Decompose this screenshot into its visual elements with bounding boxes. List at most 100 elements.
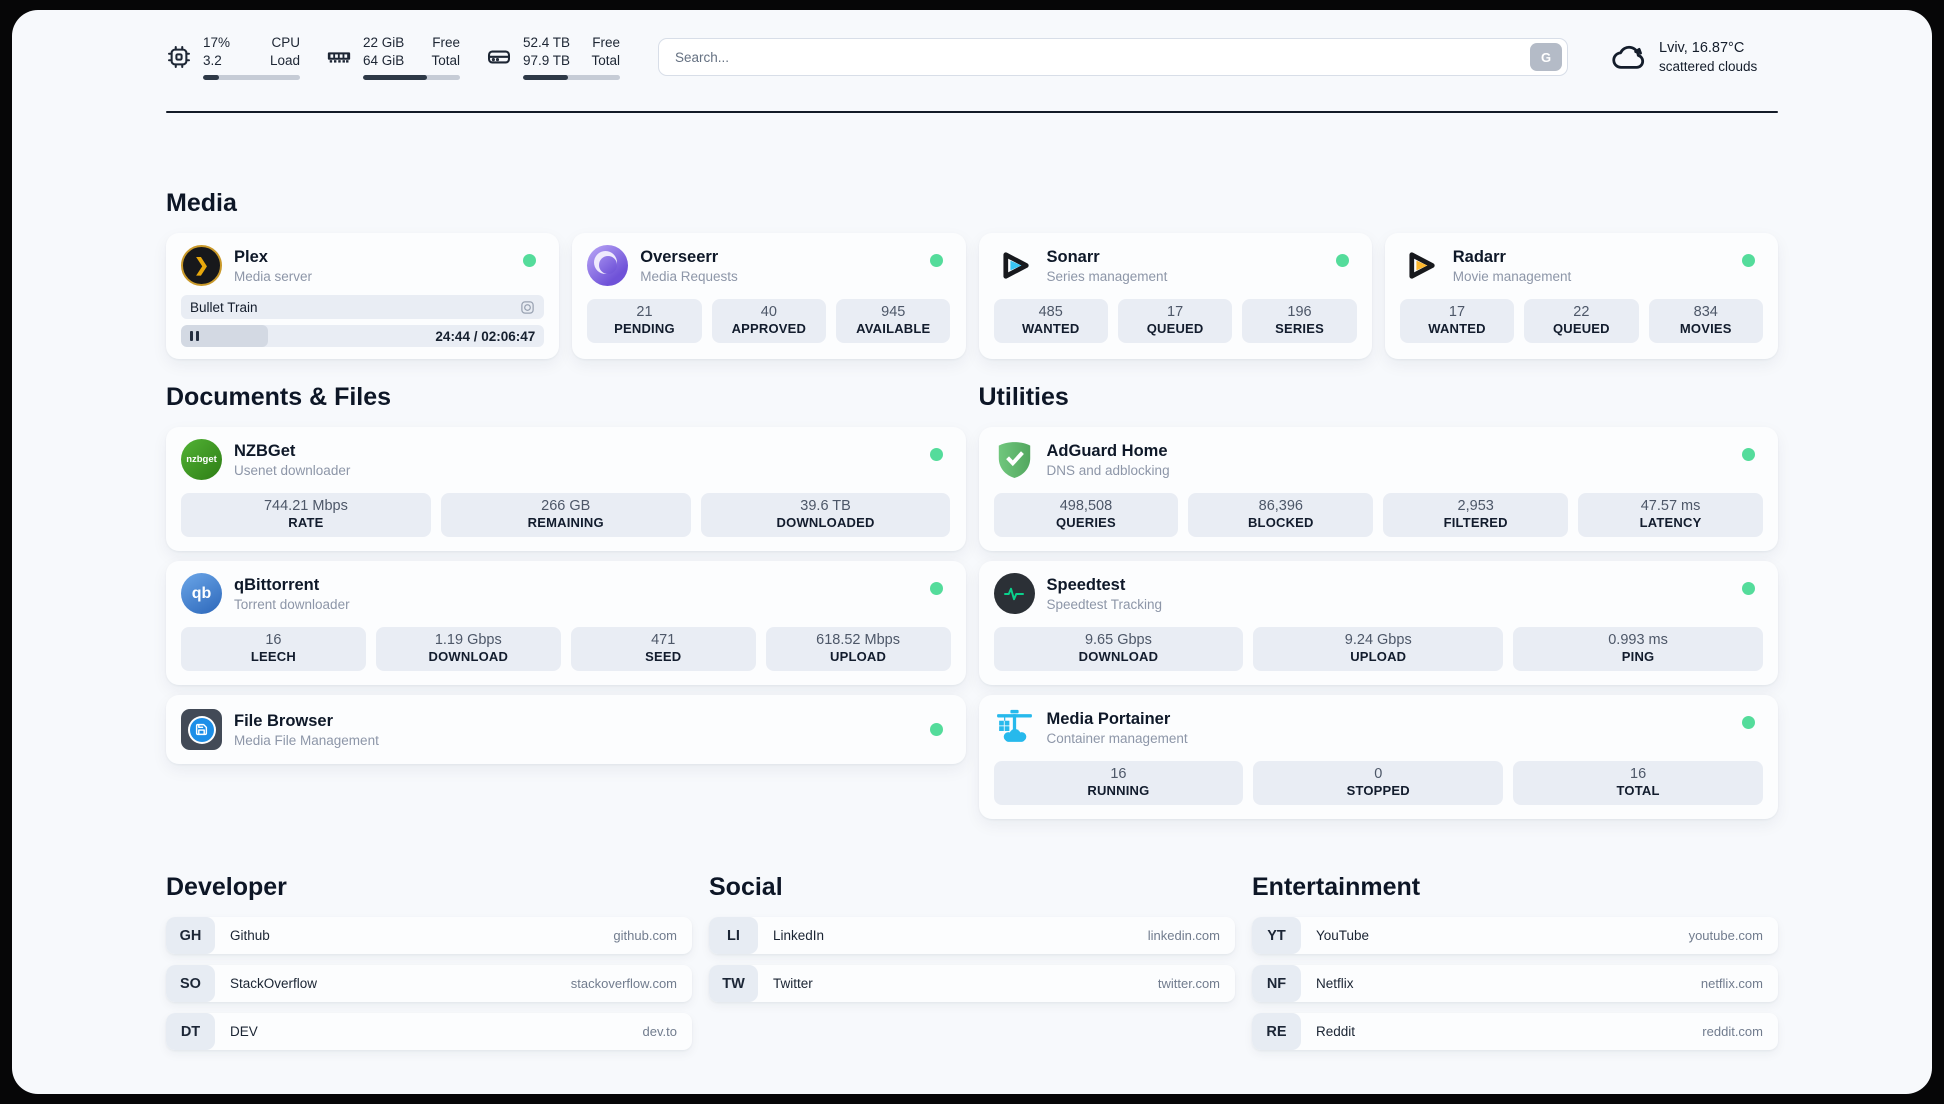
bookmark-dev[interactable]: DT DEV dev.to bbox=[166, 1013, 692, 1050]
bookmark-netflix[interactable]: NF Netflix netflix.com bbox=[1252, 965, 1778, 1002]
section-title-entertainment: Entertainment bbox=[1252, 873, 1421, 901]
search-engine-button[interactable]: G bbox=[1530, 43, 1562, 71]
media-section: Media ❯ Plex Media server Bullet Train bbox=[166, 189, 1778, 359]
status-indicator bbox=[1335, 254, 1349, 267]
bookmark-group-social: Social LI LinkedIn linkedin.com TW Twitt… bbox=[709, 873, 1235, 1013]
session-icon bbox=[520, 300, 535, 315]
stat-label: MOVIES bbox=[1679, 321, 1732, 336]
bookmark-url: stackoverflow.com bbox=[570, 976, 677, 991]
bookmark-github[interactable]: GH Github github.com bbox=[166, 917, 692, 954]
cpu-stat-widget: 17% 3.2 CPU Load bbox=[166, 34, 300, 80]
bookmark-name: Netflix bbox=[1316, 976, 1354, 991]
bookmark-reddit[interactable]: RE Reddit reddit.com bbox=[1252, 1013, 1778, 1050]
bookmark-url: youtube.com bbox=[1688, 928, 1763, 943]
disk-icon bbox=[486, 44, 512, 70]
status-indicator bbox=[1742, 716, 1755, 729]
bookmark-name: StackOverflow bbox=[230, 976, 318, 991]
stat-box: 17 WANTED bbox=[1399, 299, 1515, 343]
bookmark-name: Twitter bbox=[773, 976, 813, 991]
stat-box: 1.19 Gbps DOWNLOAD bbox=[375, 627, 561, 671]
adguard-icon bbox=[994, 439, 1035, 480]
stat-label: TOTAL bbox=[1616, 783, 1660, 798]
weather-widget: Lviv, 16.87°C scattered clouds bbox=[1610, 39, 1778, 75]
stat-box: 39.6 TB DOWNLOADED bbox=[700, 493, 951, 537]
stat-label: FILTERED bbox=[1443, 515, 1508, 530]
app-card-radarr[interactable]: Radarr Movie management 17 WANTED 22 QUE… bbox=[1384, 233, 1778, 359]
app-name: Plex bbox=[234, 247, 268, 266]
bookmark-url: dev.to bbox=[642, 1024, 677, 1039]
stat-value: 17 bbox=[1448, 304, 1466, 320]
bookmark-group-developer: Developer GH Github github.com SO StackO… bbox=[166, 873, 692, 1061]
bookmark-url: linkedin.com bbox=[1147, 928, 1220, 943]
qbittorrent-icon: qb bbox=[181, 573, 222, 614]
stat-label: DOWNLOAD bbox=[1078, 649, 1159, 664]
app-card-speedtest[interactable]: Speedtest Speedtest Tracking 9.65 Gbps D… bbox=[978, 561, 1778, 685]
stat-value: 744.21 Mbps bbox=[263, 498, 348, 514]
app-name: qBittorrent bbox=[234, 575, 320, 594]
cpu-label: CPU bbox=[271, 35, 300, 51]
stat-value: 0 bbox=[1374, 766, 1383, 782]
section-title-documents: Documents & Files bbox=[166, 383, 392, 411]
bookmark-linkedin[interactable]: LI LinkedIn linkedin.com bbox=[709, 917, 1235, 954]
bookmark-twitter[interactable]: TW Twitter twitter.com bbox=[709, 965, 1235, 1002]
stat-value: 16 bbox=[265, 632, 282, 648]
app-name: File Browser bbox=[234, 711, 334, 730]
stat-value: 196 bbox=[1287, 304, 1312, 320]
cpu-progress-bar bbox=[203, 74, 300, 80]
now-playing-row[interactable]: Bullet Train bbox=[181, 295, 545, 319]
status-indicator bbox=[929, 723, 943, 736]
app-card-filebrowser[interactable]: File Browser Media File Management bbox=[166, 695, 966, 764]
stat-box: 196 SERIES bbox=[1242, 299, 1357, 343]
stat-box: 40 APPROVED bbox=[711, 299, 827, 343]
stat-box: 47.57 ms LATENCY bbox=[1578, 493, 1763, 537]
weather-location-temp: Lviv, 16.87°C bbox=[1659, 39, 1745, 56]
system-stats: 17% 3.2 CPU Load bbox=[166, 34, 620, 80]
ram-icon bbox=[326, 44, 352, 70]
stat-value: 9.65 Gbps bbox=[1084, 632, 1152, 648]
stat-value: 266 GB bbox=[541, 498, 591, 514]
stat-value: 485 bbox=[1038, 304, 1063, 320]
memory-free-value: 22 GiB bbox=[363, 35, 405, 51]
app-description: Torrent downloader bbox=[234, 596, 350, 612]
app-card-adguard[interactable]: AdGuard Home DNS and adblocking 498,508 … bbox=[978, 427, 1778, 551]
stat-label: RUNNING bbox=[1087, 783, 1150, 798]
app-description: Movie management bbox=[1452, 268, 1572, 284]
app-description: Usenet downloader bbox=[234, 462, 351, 478]
speedtest-icon bbox=[993, 573, 1035, 614]
stat-value: 21 bbox=[636, 304, 653, 320]
app-card-portainer[interactable]: Media Portainer Container management 16 … bbox=[978, 695, 1778, 819]
filebrowser-icon bbox=[181, 709, 222, 750]
stat-value: 498,508 bbox=[1059, 498, 1113, 514]
bookmark-name: Reddit bbox=[1316, 1024, 1356, 1039]
cloud-icon bbox=[1610, 42, 1648, 72]
app-description: Media server bbox=[234, 268, 313, 284]
status-indicator bbox=[1742, 448, 1755, 461]
app-name: Radarr bbox=[1452, 247, 1506, 266]
section-title-media: Media bbox=[166, 189, 237, 217]
cpu-load-value: 3.2 bbox=[203, 53, 222, 68]
playback-progress-row[interactable]: 24:44 / 02:06:47 bbox=[181, 325, 545, 347]
stat-box: 0 STOPPED bbox=[1253, 761, 1504, 805]
stat-box: 16 LEECH bbox=[181, 627, 366, 671]
status-indicator bbox=[523, 254, 537, 267]
bookmark-youtube[interactable]: YT YouTube youtube.com bbox=[1252, 917, 1778, 954]
app-card-sonarr[interactable]: Sonarr Series management 485 WANTED 17 Q… bbox=[978, 233, 1372, 359]
stat-value: 834 bbox=[1693, 304, 1718, 320]
app-card-qbittorrent[interactable]: qb qBittorrent Torrent downloader 16 LEE… bbox=[166, 561, 966, 685]
app-card-nzbget[interactable]: nzbget NZBGet Usenet downloader 744.21 M… bbox=[166, 427, 966, 551]
section-title-developer: Developer bbox=[166, 873, 287, 901]
bookmark-stackoverflow[interactable]: SO StackOverflow stackoverflow.com bbox=[166, 965, 692, 1002]
app-card-overseerr[interactable]: Overseerr Media Requests 21 PENDING 40 A… bbox=[572, 233, 966, 359]
status-indicator bbox=[929, 582, 943, 595]
app-name: NZBGet bbox=[234, 441, 296, 460]
storage-total-value: 97.9 TB bbox=[523, 53, 571, 68]
nzbget-icon: nzbget bbox=[181, 439, 222, 480]
search-input[interactable] bbox=[673, 48, 1530, 66]
header-divider bbox=[166, 111, 1778, 113]
stat-label: PING bbox=[1621, 649, 1655, 664]
app-card-plex[interactable]: ❯ Plex Media server Bullet Train bbox=[166, 233, 560, 359]
bookmark-abbr: GH bbox=[166, 917, 215, 954]
app-name: Overseerr bbox=[640, 247, 719, 266]
stat-label: UPLOAD bbox=[830, 649, 887, 664]
radarr-icon bbox=[1400, 245, 1441, 286]
